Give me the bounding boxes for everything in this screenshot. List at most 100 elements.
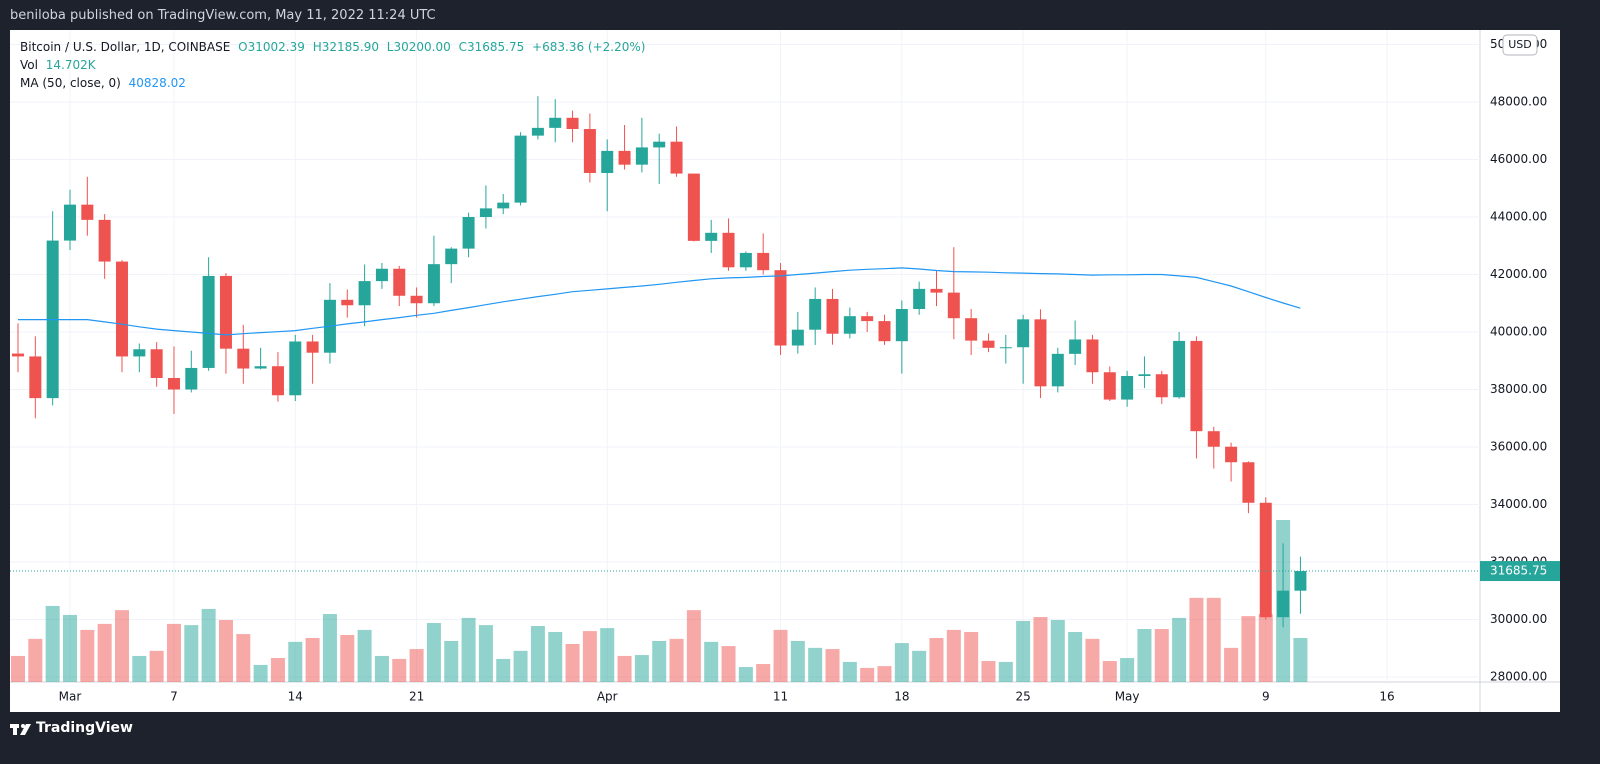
volume-bar xyxy=(166,623,181,682)
candle-body xyxy=(1173,340,1186,398)
candle-body xyxy=(861,316,874,322)
volume-bar xyxy=(374,655,389,682)
volume-bar xyxy=(565,643,580,682)
candle-body xyxy=(878,321,891,342)
candle-body xyxy=(705,232,718,241)
brand: TradingView xyxy=(36,720,133,736)
y-tick-label: 46000.00 xyxy=(1490,152,1547,166)
candle-body xyxy=(1155,374,1168,398)
volume-bar xyxy=(1016,620,1031,682)
volume-bar xyxy=(530,626,545,682)
volume-bar xyxy=(496,658,511,682)
volume-bar xyxy=(1068,631,1083,682)
candle-body xyxy=(965,318,978,341)
candle-body xyxy=(462,216,475,249)
y-tick-label: 34000.00 xyxy=(1490,497,1547,511)
volume-bar xyxy=(461,617,476,682)
candle-body xyxy=(237,348,250,369)
volume-bar xyxy=(253,664,268,682)
ohlc-low: L30200.00 xyxy=(386,40,451,54)
volume-bar xyxy=(704,641,719,682)
candle-body xyxy=(306,341,319,353)
last-price-badge xyxy=(1480,561,1560,582)
volume-bar xyxy=(773,629,788,682)
volume-bar xyxy=(1154,628,1169,682)
candle-body xyxy=(843,316,856,334)
candle-body xyxy=(479,208,492,217)
volume-bar xyxy=(877,666,892,682)
volume-bar xyxy=(392,658,407,682)
candles xyxy=(12,96,1307,628)
candle-body xyxy=(1138,374,1151,376)
volume-bar xyxy=(340,634,355,682)
candle-body xyxy=(98,219,111,262)
candle-body xyxy=(29,356,42,399)
volume-bar xyxy=(1102,661,1117,682)
logo xyxy=(10,724,31,735)
candle-body xyxy=(115,261,128,357)
candle-body xyxy=(514,135,527,203)
ohlc-close: C31685.75 xyxy=(458,40,525,54)
legend-row: Bitcoin / U.S. Dollar, 1D, COINBASE O310… xyxy=(20,38,645,56)
last-price-label: 31685.75 xyxy=(1490,564,1547,578)
x-tick-label: 25 xyxy=(1015,690,1030,704)
volume-bar xyxy=(929,637,944,682)
x-tick-label: May xyxy=(1115,690,1140,704)
candle-body xyxy=(185,367,198,390)
volume-bar xyxy=(842,661,857,682)
chart-pane xyxy=(10,30,1560,712)
volume-bar xyxy=(1224,647,1239,682)
candle-body xyxy=(566,117,579,130)
candle-body xyxy=(895,308,908,342)
volume-bar xyxy=(513,650,528,682)
volume-bar xyxy=(548,631,563,682)
axes: 28000.0030000.0032000.0034000.0036000.00… xyxy=(10,34,1560,704)
candle-body xyxy=(791,329,804,346)
volume-bar xyxy=(964,631,979,682)
volume-bar xyxy=(132,655,147,682)
volume-bar xyxy=(808,647,823,682)
candle-body xyxy=(583,129,596,174)
volume-bar xyxy=(270,658,285,682)
x-tick-label: Apr xyxy=(597,690,618,704)
candle-body xyxy=(341,299,354,306)
candle-body xyxy=(982,340,995,348)
candle-body xyxy=(219,275,232,349)
symbol: Bitcoin / U.S. Dollar, 1D, COINBASE xyxy=(20,40,231,54)
candle-body xyxy=(722,232,735,268)
volume-bar xyxy=(149,650,164,682)
x-tick-label: 11 xyxy=(773,690,788,704)
y-tick-label: 40000.00 xyxy=(1490,324,1547,338)
volume-bar xyxy=(686,610,701,682)
volume-bar xyxy=(305,637,320,682)
y-tick-label: 28000.00 xyxy=(1490,670,1547,684)
y-tick-label: 48000.00 xyxy=(1490,94,1547,108)
candle-body xyxy=(150,349,163,379)
candle-body xyxy=(549,117,562,128)
candle-body xyxy=(670,141,683,174)
ma-value: 40828.02 xyxy=(128,76,186,90)
x-tick-label: 18 xyxy=(894,690,909,704)
candle-body xyxy=(202,275,215,368)
volume-bar xyxy=(790,640,805,682)
candle-body xyxy=(1294,571,1307,591)
legend-row: Vol 14.702K xyxy=(20,56,645,74)
candle-body xyxy=(81,204,94,220)
y-tick-label: 44000.00 xyxy=(1490,209,1547,223)
candle-body xyxy=(1242,462,1255,503)
logo-shape xyxy=(20,724,31,735)
volume-bar xyxy=(998,661,1013,682)
candle-body xyxy=(1259,502,1272,618)
y-tick-label: 30000.00 xyxy=(1490,612,1547,626)
volume-bar xyxy=(1206,597,1221,682)
candle-body xyxy=(1086,339,1099,373)
candle-body xyxy=(1190,340,1203,432)
candle-body xyxy=(12,353,24,357)
x-tick-label: 21 xyxy=(409,690,424,704)
volume-bar xyxy=(1050,620,1065,682)
candle-body xyxy=(445,248,458,265)
volume-bar xyxy=(634,655,649,682)
volume-bar xyxy=(756,664,771,682)
